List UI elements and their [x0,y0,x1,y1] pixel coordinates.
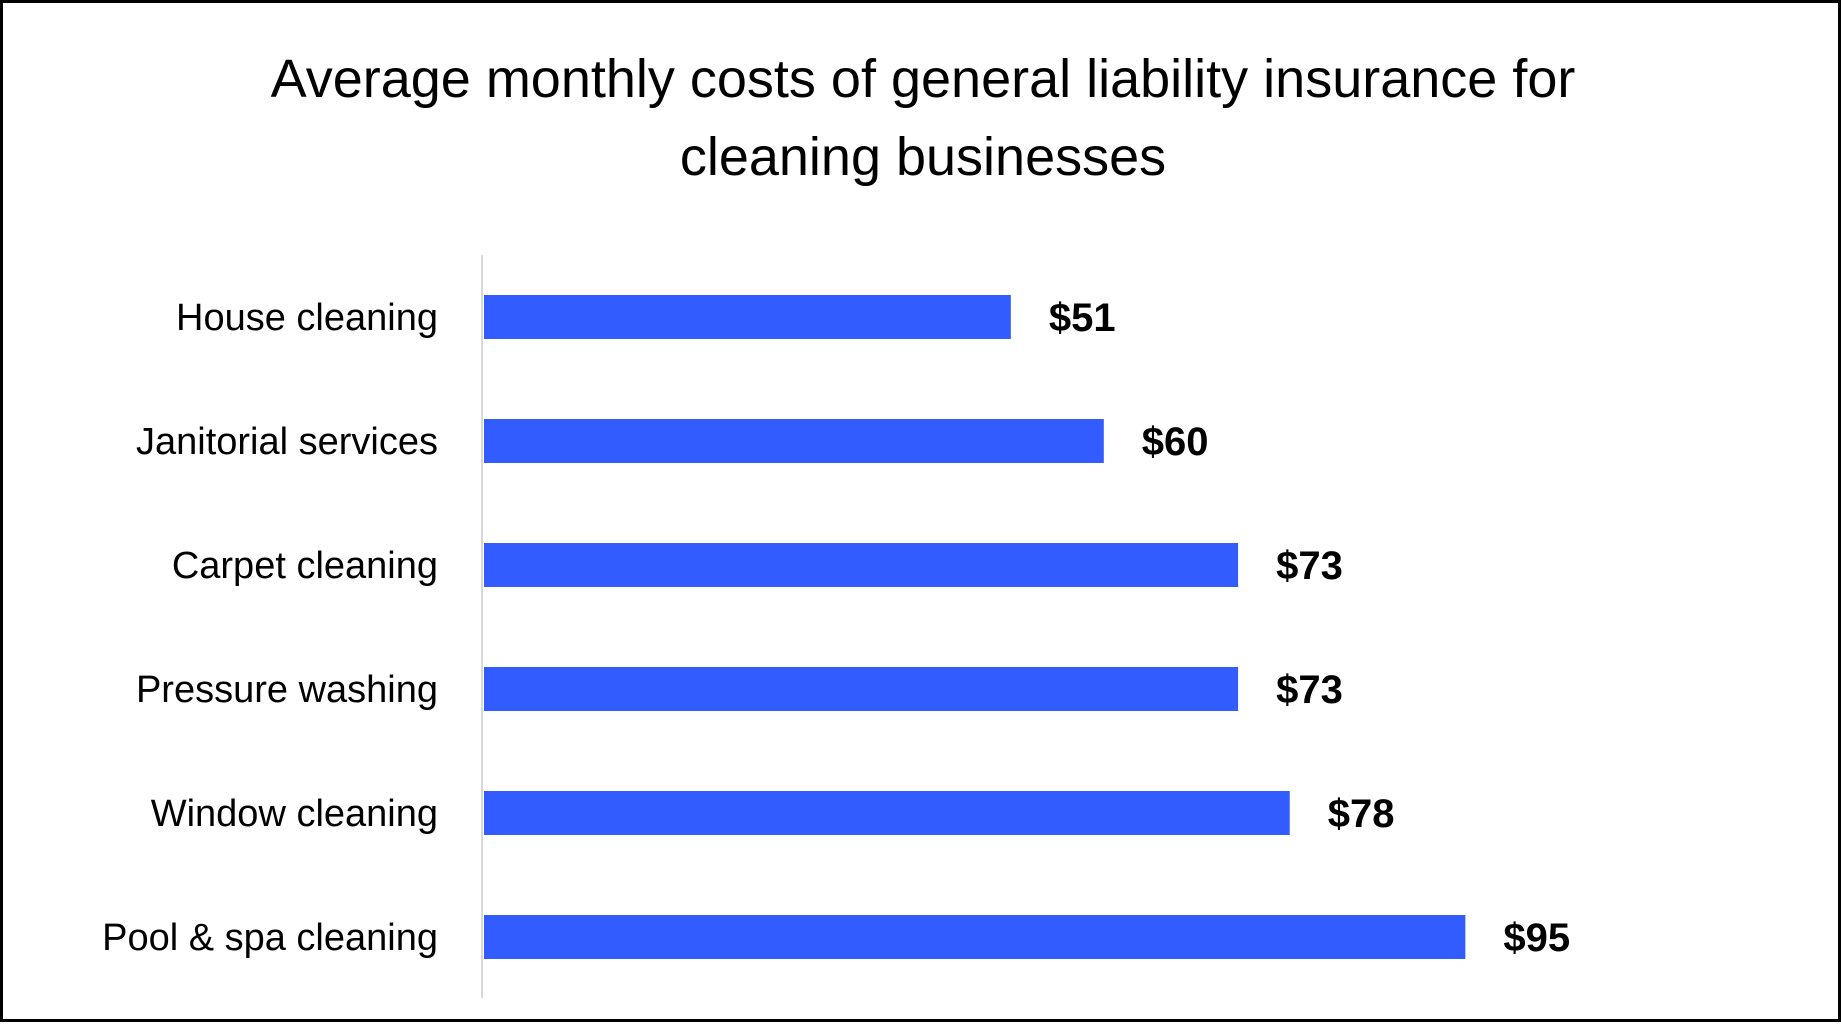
bars: House cleaning $51 Janitorial services $60 C… [102,295,1570,960]
bar-chart: Average monthly costs of general liabili… [102,49,1576,998]
value-label-3: $73 [1276,668,1343,712]
category-label-5: Pool & spa cleaning [102,917,438,959]
chart-title-line-2: cleaning businesses [680,127,1166,187]
value-label-4: $78 [1328,792,1395,836]
bar-5 [484,915,1466,959]
value-label-1: $60 [1142,420,1209,464]
value-label-0: $51 [1049,296,1116,340]
bar-0 [484,295,1011,339]
bar-2 [484,543,1239,587]
bar-4 [484,791,1290,835]
value-label-5: $95 [1503,916,1570,960]
bar-3 [484,667,1239,711]
category-label-4: Window cleaning [151,793,438,835]
chart-title: Average monthly costs of general liabili… [271,49,1576,187]
category-label-2: Carpet cleaning [172,545,438,587]
chart-title-line-1: Average monthly costs of general liabili… [271,49,1576,109]
category-label-0: House cleaning [176,297,438,339]
bar-1 [484,419,1104,463]
value-label-2: $73 [1276,544,1343,588]
category-label-3: Pressure washing [136,669,438,711]
category-label-1: Janitorial services [136,421,438,463]
